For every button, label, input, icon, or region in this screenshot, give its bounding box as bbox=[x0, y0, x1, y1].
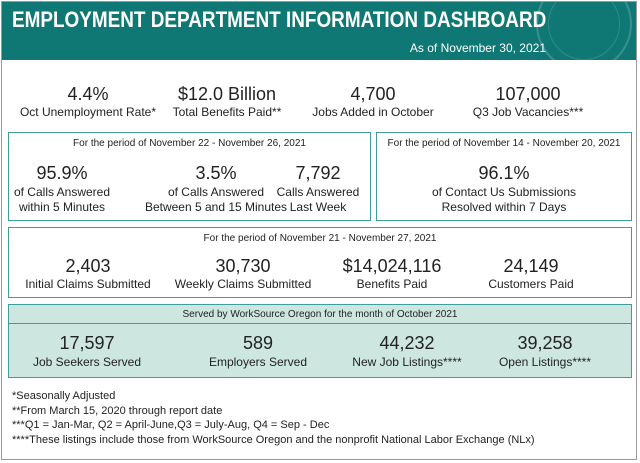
title: EMPLOYMENT DEPARTMENT INFORMATION DASHBO… bbox=[12, 7, 547, 32]
stat-label: within 5 Minutes bbox=[18, 200, 106, 214]
stat-label: Resolved within 7 Days bbox=[441, 200, 567, 214]
stat-value: 7,792 bbox=[295, 163, 341, 183]
stat-label: of Contact Us Submissions bbox=[431, 185, 577, 199]
stat-value: 96.1% bbox=[478, 163, 530, 183]
stat-value: 2,403 bbox=[65, 256, 111, 276]
contact-panel: For the period of November 14 - November… bbox=[376, 132, 632, 221]
date: As of November 30, 2021 bbox=[409, 41, 546, 55]
stat-value: 4,700 bbox=[350, 84, 396, 104]
period-bar bbox=[9, 305, 631, 324]
stat-label: of Calls Answered bbox=[13, 185, 111, 199]
stat-label: of Calls Answered bbox=[167, 185, 265, 199]
stat-label: Oct Unemployment Rate* bbox=[19, 105, 157, 119]
stat-label: Jobs Added in October bbox=[312, 105, 434, 119]
stat-value: $14,024,116 bbox=[342, 256, 442, 276]
stat-label: New Job Listings**** bbox=[352, 355, 462, 369]
stat-value: 107,000 bbox=[495, 84, 561, 104]
stat-label: Last Week bbox=[289, 200, 347, 214]
stat-label: Benefits Paid bbox=[356, 277, 428, 291]
stat-value: 24,149 bbox=[503, 256, 559, 276]
stat-value: 30,730 bbox=[215, 256, 271, 276]
stat-label: Calls Answered bbox=[276, 185, 360, 199]
stat-value: 17,597 bbox=[59, 333, 115, 353]
claims-panel: For the period of November 21 - November… bbox=[8, 227, 632, 298]
period: For the period of November 21 - November… bbox=[203, 233, 437, 244]
calls-panel: For the period of November 22 - November… bbox=[8, 132, 371, 221]
stat-value: 44,232 bbox=[379, 333, 435, 353]
footnote: *Seasonally Adjusted bbox=[12, 390, 116, 402]
stat-label: Total Benefits Paid** bbox=[172, 105, 282, 119]
stat-label: Initial Claims Submitted bbox=[25, 277, 151, 291]
stat-label: Customers Paid bbox=[488, 277, 574, 291]
worksource-panel: Served by WorkSource Oregon for the mont… bbox=[8, 304, 632, 378]
footnote: ***Q1 = Jan-Mar, Q2 = April-June,Q3 = Ju… bbox=[12, 419, 330, 431]
stat-label: Open Listings**** bbox=[498, 355, 592, 369]
stat-label: Job Seekers Served bbox=[32, 355, 142, 369]
stat-label: Employers Served bbox=[208, 355, 308, 369]
header: EMPLOYMENT DEPARTMENT INFORMATION DASHBO… bbox=[2, 2, 636, 60]
stat-value: 95.9% bbox=[36, 163, 88, 183]
stat-value: 3.5% bbox=[195, 163, 237, 183]
stat-label: Q3 Job Vacancies*** bbox=[472, 105, 584, 119]
footnote: ****These listings include those from Wo… bbox=[12, 433, 535, 446]
period: For the period of November 22 - November… bbox=[73, 138, 306, 149]
stat-value: 39,258 bbox=[517, 333, 573, 353]
period: Served by WorkSource Oregon for the mont… bbox=[182, 309, 458, 320]
stat-label: Between 5 and 15 Minutes bbox=[144, 200, 288, 214]
stat-value: $12.0 Billion bbox=[177, 84, 277, 104]
footnote: **From March 15, 2020 through report dat… bbox=[12, 404, 223, 417]
period: For the period of November 14 - November… bbox=[387, 138, 621, 149]
stat-value: 4.4% bbox=[67, 84, 109, 104]
seal bbox=[536, 2, 632, 60]
stat-label: Weekly Claims Submitted bbox=[174, 277, 312, 291]
stat-value: 589 bbox=[242, 333, 274, 353]
